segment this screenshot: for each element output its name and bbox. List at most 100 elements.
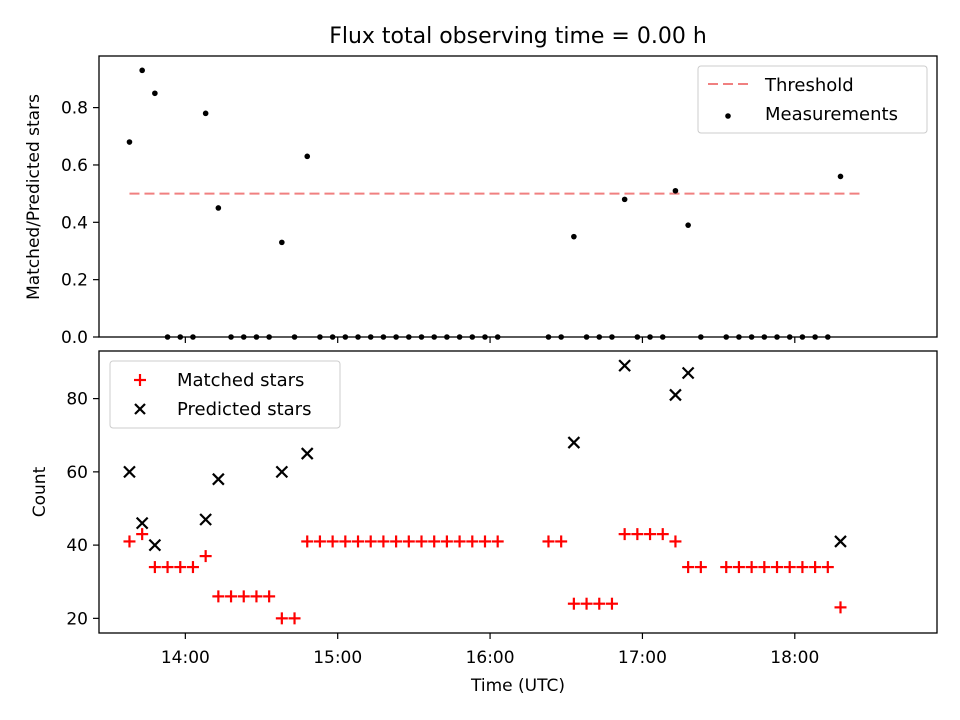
top-y-tick-label: 0.8 xyxy=(61,99,88,119)
predicted-stars-point xyxy=(300,447,314,460)
bottom-y-axis-label: Count xyxy=(30,466,50,517)
figure-title: Flux total observing time = 0.00 h xyxy=(329,24,707,49)
matched-stars-point xyxy=(174,561,187,574)
matched-stars-series xyxy=(123,528,847,625)
matched-stars-point xyxy=(415,535,428,548)
top-y-tick-label: 0.0 xyxy=(61,328,88,348)
measurement-point xyxy=(571,233,577,240)
matched-stars-point xyxy=(758,561,771,574)
matched-stars-point xyxy=(771,561,784,574)
top-y-axis-label: Matched/Predicted stars xyxy=(24,94,44,300)
top-axes-frame xyxy=(98,55,938,338)
matched-stars-point xyxy=(250,590,263,603)
matched-stars-point xyxy=(656,528,669,541)
measurement-point xyxy=(304,153,311,160)
matched-stars-point xyxy=(694,561,707,574)
matched-stars-point xyxy=(783,561,796,574)
matched-stars-point xyxy=(593,597,606,610)
bottom-axes-frame xyxy=(98,350,938,634)
matched-stars-point xyxy=(605,597,618,610)
top-x-ticks xyxy=(184,337,796,343)
matched-stars-point xyxy=(466,535,479,548)
matched-stars-point xyxy=(263,590,276,603)
matched-stars-point xyxy=(428,535,441,548)
measurement-point xyxy=(621,196,628,203)
bottom-x-tick-label: 18:00 xyxy=(770,648,819,668)
matched-stars-point xyxy=(186,561,199,574)
matched-stars-point xyxy=(326,535,339,548)
matched-stars-point xyxy=(288,612,301,625)
matched-stars-point xyxy=(542,535,555,548)
top-legend: Threshold Measurements xyxy=(697,65,928,134)
matched-stars-point xyxy=(301,535,314,548)
top-y-tick-label: 0.2 xyxy=(61,271,88,291)
measurement-point xyxy=(202,110,209,117)
measurement-point xyxy=(837,173,844,180)
predicted-stars-point xyxy=(618,359,631,372)
matched-stars-point xyxy=(834,601,847,614)
matched-stars-point xyxy=(567,597,580,610)
bottom-x-ticks: 14:00 15:00 16:00 17:00 18:00 xyxy=(161,633,819,668)
bottom-x-tick-label: 16:00 xyxy=(466,648,515,668)
bottom-legend: Matched stars Predicted stars xyxy=(109,360,341,429)
predicted-stars-point xyxy=(148,538,162,552)
matched-stars-point xyxy=(580,597,593,610)
matched-stars-point xyxy=(212,590,225,603)
predicted-stars-point xyxy=(212,472,225,486)
legend-measurements-swatch xyxy=(725,113,731,119)
bottom-legend-box xyxy=(109,360,341,429)
measurement-point xyxy=(279,239,285,246)
matched-stars-point xyxy=(669,535,682,548)
measurement-point xyxy=(215,205,222,211)
matched-stars-point xyxy=(390,535,403,548)
legend-matched-swatch xyxy=(134,374,146,386)
matched-stars-point xyxy=(136,528,149,541)
legend-threshold-label: Threshold xyxy=(764,75,854,96)
predicted-stars-point xyxy=(199,513,212,526)
legend-predicted-swatch xyxy=(134,403,146,415)
matched-stars-point xyxy=(732,561,745,574)
bottom-x-tick-label: 15:00 xyxy=(313,648,362,668)
predicted-stars-point xyxy=(275,465,289,479)
bottom-y-tick-label: 80 xyxy=(66,390,88,410)
bottom-x-tick-label: 17:00 xyxy=(618,648,667,668)
measurement-point xyxy=(126,139,133,145)
measurement-point xyxy=(139,67,145,74)
bottom-panel: Count Time (UTC) 20 40 60 80 14:00 15:00 16:0… xyxy=(30,350,938,696)
top-y-tick-label: 0.6 xyxy=(61,156,88,176)
matched-stars-point xyxy=(618,528,631,541)
top-y-ticks: 0.0 0.2 0.4 0.6 0.8 xyxy=(61,99,99,348)
matched-stars-point xyxy=(123,535,136,548)
bottom-x-tick-label: 14:00 xyxy=(161,648,210,668)
predicted-stars-point xyxy=(567,436,581,449)
matched-stars-point xyxy=(682,561,695,574)
bottom-y-ticks: 20 40 60 80 xyxy=(66,390,99,629)
predicted-stars-point xyxy=(834,535,847,548)
matched-stars-point xyxy=(809,561,822,574)
matched-stars-point xyxy=(796,561,809,574)
legend-matched-label: Matched stars xyxy=(177,370,304,391)
matched-stars-point xyxy=(440,535,453,548)
measurement-point xyxy=(152,90,158,97)
top-panel: Matched/Predicted stars 0.00.20.40.60.8 … xyxy=(24,55,938,348)
predicted-stars-point xyxy=(123,465,136,479)
measurement-point xyxy=(672,187,679,194)
matched-stars-point xyxy=(644,528,657,541)
top-legend-box xyxy=(697,65,928,134)
matched-stars-point xyxy=(225,590,238,603)
predicted-stars-point xyxy=(669,388,682,402)
top-y-tick-label: 0.4 xyxy=(61,213,88,233)
legend-predicted-label: Predicted stars xyxy=(177,399,311,420)
matched-stars-point xyxy=(745,561,758,574)
matched-stars-point xyxy=(275,612,288,625)
matched-stars-point xyxy=(148,561,161,574)
predicted-stars-point xyxy=(135,516,149,530)
matched-stars-point xyxy=(237,590,250,603)
matched-stars-point xyxy=(352,535,365,548)
matched-stars-point xyxy=(199,550,212,563)
legend-measurements-label: Measurements xyxy=(765,104,898,125)
matched-stars-point xyxy=(453,535,466,548)
matched-stars-point xyxy=(491,535,504,548)
matched-stars-point xyxy=(720,561,733,574)
